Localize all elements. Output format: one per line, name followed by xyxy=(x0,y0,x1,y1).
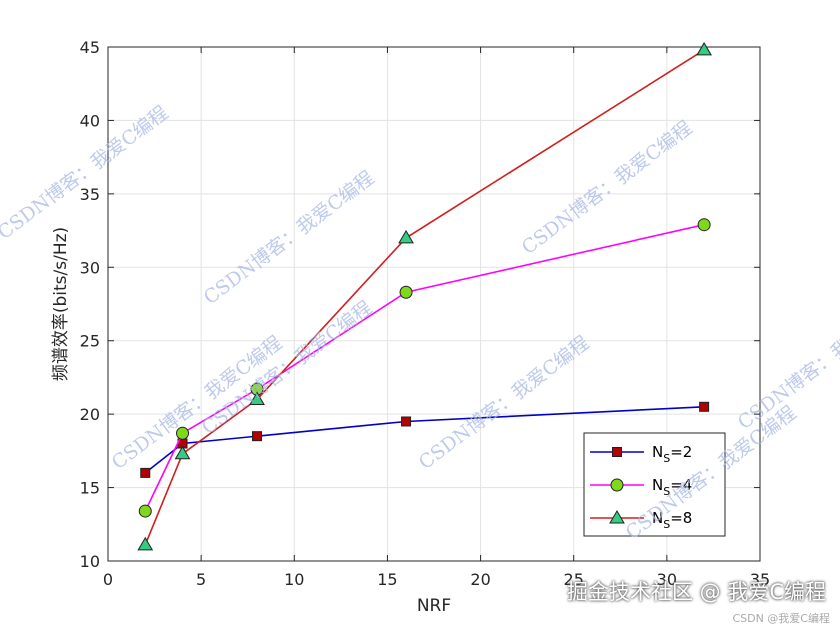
x-tick-label: 30 xyxy=(657,570,677,589)
data-point xyxy=(697,218,711,232)
legend-marker xyxy=(610,478,624,492)
axes-ticks: 0 5 10 15 20 25 30 35 10 15 20 25 30 35 40 45 xyxy=(80,38,771,589)
x-tick-label: 20 xyxy=(470,570,490,589)
series-group xyxy=(137,41,712,551)
plot-area-frame xyxy=(107,46,761,562)
repeated-watermark: CSDN博客：我爱C编程 xyxy=(200,167,379,309)
x-tick-label: 0 xyxy=(103,570,113,589)
corner-watermark: 掘金技术社区 @ 我爱C编程 xyxy=(566,580,826,604)
legend-label: NS=2 xyxy=(652,443,692,465)
data-point xyxy=(696,41,712,56)
data-point xyxy=(140,467,151,478)
legend-entry: NS=2 xyxy=(590,443,692,465)
repeated-watermark: CSDN博客：我爱C编程 xyxy=(518,117,697,259)
y-tick-label: 20 xyxy=(80,405,100,424)
y-tick-label: 10 xyxy=(80,552,100,571)
legend-marker xyxy=(612,447,622,457)
y-tick-label: 45 xyxy=(80,38,100,57)
data-point xyxy=(249,391,265,405)
x-tick-label: 5 xyxy=(196,570,206,589)
y-tick-label: 30 xyxy=(80,258,100,277)
y-tick-label: 15 xyxy=(80,479,100,498)
corner-watermark-small: CSDN @我爱C编程 xyxy=(732,612,830,625)
data-point xyxy=(399,285,413,299)
y-tick-label: 25 xyxy=(80,332,100,351)
data-point xyxy=(252,431,263,442)
legend-label: NS=8 xyxy=(652,509,692,531)
data-point xyxy=(176,426,190,440)
x-axis-label: NRF xyxy=(417,596,451,616)
legend-entry: NS=4 xyxy=(590,476,692,498)
y-tick-label: 40 xyxy=(80,111,100,130)
data-point xyxy=(398,229,414,244)
x-tick-label: 35 xyxy=(750,570,770,589)
legend-marker xyxy=(609,510,625,524)
x-tick-label: 15 xyxy=(377,570,397,589)
data-point xyxy=(174,445,191,460)
data-point xyxy=(699,401,710,412)
repeated-watermark: CSDN博客：我爱C编程 xyxy=(415,332,594,474)
x-tick-label: 10 xyxy=(284,570,304,589)
legend: NS=2 NS=4 NS=8 xyxy=(583,432,726,537)
series-1 xyxy=(140,401,710,478)
legend-entry: NS=8 xyxy=(590,509,692,531)
y-tick-label: 35 xyxy=(80,185,100,204)
data-point xyxy=(138,504,152,518)
series-2 xyxy=(138,218,711,518)
x-tick-label: 25 xyxy=(564,570,584,589)
data-point xyxy=(401,416,412,427)
data-point xyxy=(137,536,154,551)
series-3 xyxy=(137,41,712,551)
y-axis-label: 频谱效率(bits/s/Hz) xyxy=(51,227,71,381)
legend-label: NS=4 xyxy=(652,476,692,498)
